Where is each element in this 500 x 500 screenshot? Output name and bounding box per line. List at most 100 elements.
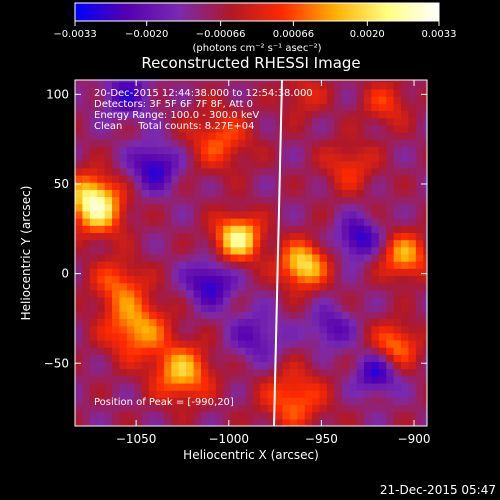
heatmap-cell xyxy=(119,261,128,269)
heatmap-cell xyxy=(163,311,172,320)
heatmap-cell xyxy=(193,390,202,398)
heatmap-cell xyxy=(119,239,128,248)
heatmap-cell xyxy=(304,103,313,112)
heatmap-cell xyxy=(393,203,402,212)
heatmap-cell xyxy=(341,110,350,119)
heatmap-cell xyxy=(112,361,121,370)
heatmap-cell xyxy=(82,354,91,363)
heatmap-cell xyxy=(75,382,84,391)
heatmap-cell xyxy=(223,110,232,119)
heatmap-cell xyxy=(163,354,172,363)
heatmap-cell xyxy=(104,96,113,104)
heatmap-cell xyxy=(215,325,224,334)
heatmap-cell xyxy=(356,311,365,320)
heatmap-cell xyxy=(334,253,343,262)
heatmap-cell xyxy=(193,339,202,348)
heatmap-cell xyxy=(386,103,395,112)
heatmap-cell xyxy=(238,382,247,391)
colorbar-tick-label: 0.0033 xyxy=(422,29,457,40)
heatmap-cell xyxy=(104,397,113,406)
heatmap-cell xyxy=(267,282,276,291)
heatmap-cell xyxy=(252,304,261,312)
heatmap-cell xyxy=(349,175,358,183)
heatmap-cell xyxy=(319,368,328,377)
heatmap-cell xyxy=(223,117,232,126)
heatmap-cell xyxy=(171,361,180,370)
heatmap-cell xyxy=(423,175,427,183)
heatmap-cell xyxy=(223,146,232,155)
heatmap-cell xyxy=(386,275,395,284)
heatmap-cell xyxy=(326,203,335,212)
heatmap-cell xyxy=(245,289,254,298)
heatmap-cell xyxy=(289,282,298,291)
heatmap-cell xyxy=(141,261,150,269)
heatmap-cell xyxy=(334,175,343,183)
heatmap-cell xyxy=(104,124,113,133)
heatmap-cell xyxy=(304,246,313,255)
heatmap-cell xyxy=(82,261,91,269)
heatmap-cell xyxy=(252,131,261,140)
heatmap-cell xyxy=(119,232,128,241)
heatmap-cell xyxy=(104,325,113,334)
heatmap-cell xyxy=(408,80,417,83)
heatmap-cell xyxy=(289,325,298,334)
heatmap-cell xyxy=(401,332,410,341)
heatmap-cell xyxy=(245,368,254,377)
heatmap-cell xyxy=(415,225,424,233)
heatmap-cell xyxy=(364,117,373,126)
heatmap-cell xyxy=(297,80,306,83)
heatmap-cell xyxy=(245,160,254,169)
heatmap-cell xyxy=(149,296,158,305)
heatmap-cell xyxy=(149,354,158,363)
heatmap-cell xyxy=(415,361,424,370)
heatmap-cell xyxy=(75,167,84,176)
heatmap-cell xyxy=(356,304,365,312)
heatmap-cell xyxy=(82,225,91,233)
heatmap-cell xyxy=(171,411,180,420)
heatmap-cell xyxy=(134,103,143,112)
heatmap-cell xyxy=(282,361,291,370)
heatmap-cell xyxy=(408,203,417,212)
heatmap-cell xyxy=(371,218,380,226)
heatmap-cell xyxy=(275,354,284,363)
heatmap-cell xyxy=(112,404,121,413)
heatmap-cell xyxy=(238,311,247,320)
heatmap-cell xyxy=(163,146,172,155)
heatmap-cell xyxy=(378,397,387,406)
heatmap-cell xyxy=(178,175,187,183)
heatmap-cell xyxy=(349,88,358,97)
heatmap-cell xyxy=(386,304,395,312)
heatmap-cell xyxy=(326,160,335,169)
heatmap-cell xyxy=(252,325,261,334)
heatmap-cell xyxy=(356,96,365,104)
heatmap-cell xyxy=(312,167,321,176)
heatmap-cell xyxy=(415,218,424,226)
heatmap-cell xyxy=(401,261,410,269)
heatmap-cell xyxy=(238,117,247,126)
heatmap-cell xyxy=(289,189,298,198)
heatmap-cell xyxy=(364,397,373,406)
heatmap-cell xyxy=(230,282,239,291)
heatmap-cell xyxy=(386,146,395,155)
heatmap-cell xyxy=(326,175,335,183)
heatmap-cell xyxy=(423,81,427,90)
heatmap-cell xyxy=(89,325,98,334)
heatmap-cell xyxy=(386,375,395,384)
heatmap-cell xyxy=(238,139,247,147)
heatmap-cell xyxy=(141,131,150,140)
heatmap-cell xyxy=(171,96,180,104)
heatmap-cell xyxy=(82,390,91,398)
heatmap-cell xyxy=(289,304,298,312)
heatmap-cell xyxy=(104,332,113,341)
heatmap-cell xyxy=(97,203,106,212)
heatmap-cell xyxy=(178,311,187,320)
heatmap-cell xyxy=(178,246,187,255)
heatmap-cell xyxy=(163,167,172,176)
heatmap-cell xyxy=(208,325,217,334)
heatmap-cell xyxy=(134,390,143,398)
heatmap-cell xyxy=(393,117,402,126)
heatmap-cell xyxy=(186,103,195,112)
heatmap-cell xyxy=(215,218,224,226)
heatmap-cell xyxy=(171,232,180,241)
heatmap-cell xyxy=(401,88,410,97)
